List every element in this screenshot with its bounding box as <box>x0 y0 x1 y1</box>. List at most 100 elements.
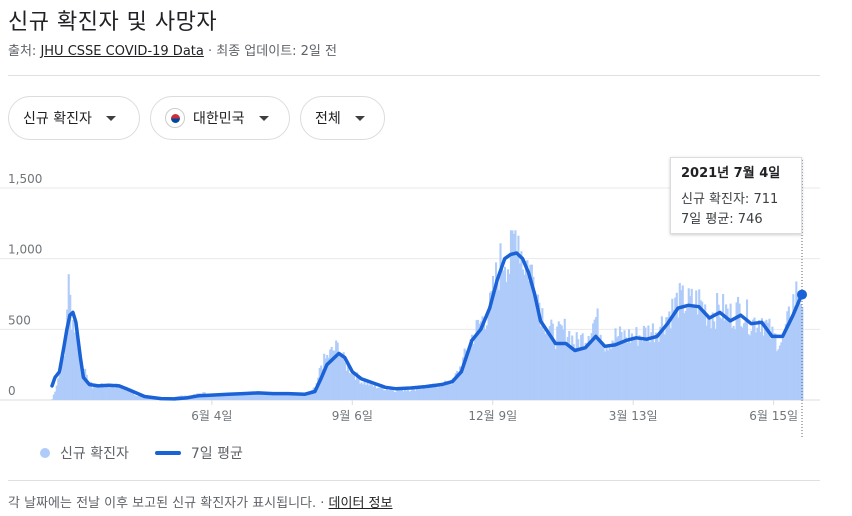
daily-case-bar <box>287 392 290 400</box>
daily-case-bar <box>605 346 608 400</box>
daily-case-bar <box>146 397 149 400</box>
daily-case-bar <box>686 307 689 400</box>
daily-case-bar <box>122 387 126 400</box>
daily-case-bar <box>793 305 796 400</box>
daily-case-bar <box>66 309 69 400</box>
daily-case-bar <box>705 325 708 400</box>
daily-case-bar <box>512 233 516 400</box>
daily-case-bar <box>344 362 347 400</box>
daily-case-bar <box>681 285 684 400</box>
daily-case-bar <box>109 384 112 400</box>
daily-case-bar <box>787 306 790 400</box>
daily-case-bar <box>462 357 465 400</box>
daily-case-bar <box>221 395 224 400</box>
daily-case-bar <box>610 349 613 400</box>
daily-case-bar <box>481 316 484 400</box>
daily-case-bar <box>762 335 765 400</box>
daily-case-bar <box>55 385 58 400</box>
daily-case-bar <box>360 382 363 400</box>
daily-case-bar <box>768 318 771 400</box>
daily-case-bar <box>102 386 105 400</box>
daily-case-bar <box>562 329 565 400</box>
daily-case-bar <box>124 388 127 400</box>
daily-case-bar <box>502 270 505 400</box>
daily-case-bar <box>621 340 625 400</box>
daily-case-bar <box>595 317 598 400</box>
daily-case-bar <box>90 381 93 400</box>
cases-chart[interactable]: 0 500 1,000 1,500 6월 4일 9월 6일 12월 9일 3월 13일 6월 1… <box>0 150 852 440</box>
range-dropdown[interactable]: 전체 <box>300 96 385 140</box>
daily-case-bar <box>526 260 529 400</box>
daily-case-bar <box>432 383 435 400</box>
daily-case-bar <box>266 392 269 400</box>
daily-case-bar <box>397 390 400 400</box>
daily-case-bar <box>648 342 651 400</box>
daily-case-bar <box>675 292 678 400</box>
daily-case-bar <box>757 320 761 400</box>
daily-case-bar <box>468 348 471 400</box>
daily-case-bar <box>288 392 291 400</box>
daily-case-bar <box>523 274 526 400</box>
daily-case-bar <box>656 335 659 400</box>
legend-cases-swatch <box>40 448 50 458</box>
daily-case-bar <box>548 326 551 400</box>
daily-case-bar <box>345 370 348 400</box>
daily-case-bar <box>671 298 674 400</box>
daily-case-bar <box>67 274 70 400</box>
daily-case-bar <box>551 323 554 400</box>
legend-average-swatch <box>154 451 181 455</box>
daily-case-bar <box>659 326 662 400</box>
daily-case-bar <box>351 371 354 400</box>
daily-case-bar <box>338 355 341 400</box>
daily-case-bar <box>149 398 152 400</box>
daily-case-bar <box>491 275 495 400</box>
daily-case-bar <box>364 385 368 400</box>
country-dropdown[interactable]: 대한민국 <box>150 96 290 140</box>
daily-case-bar <box>642 325 645 400</box>
daily-case-bar <box>212 393 215 400</box>
daily-case-bar <box>713 321 716 400</box>
daily-case-bar <box>741 327 744 400</box>
daily-case-bar <box>575 332 578 400</box>
daily-case-bar <box>451 378 454 400</box>
chevron-down-icon <box>105 115 116 121</box>
daily-case-bar <box>669 328 672 400</box>
data-info-link[interactable]: 데이터 정보 <box>328 496 393 511</box>
daily-case-bar <box>613 342 616 400</box>
daily-case-bar <box>601 345 604 400</box>
daily-case-bar <box>85 374 88 400</box>
daily-case-bar <box>711 312 714 400</box>
daily-case-bar <box>384 390 387 400</box>
daily-case-bar <box>236 394 239 400</box>
daily-case-bar <box>692 306 695 400</box>
daily-case-bar <box>536 294 539 400</box>
daily-case-bar <box>106 386 109 400</box>
daily-case-bar <box>748 335 752 400</box>
daily-case-bar <box>243 394 247 400</box>
daily-case-bar <box>647 325 650 400</box>
daily-case-bar <box>589 341 592 400</box>
daily-case-bar <box>258 392 262 400</box>
daily-case-bar <box>279 393 282 400</box>
daily-case-bar <box>511 230 514 400</box>
daily-case-bar <box>423 387 426 400</box>
daily-case-bar <box>257 394 260 400</box>
daily-case-bar <box>687 288 690 400</box>
daily-case-bar <box>411 388 414 400</box>
daily-case-bar <box>586 343 589 400</box>
metric-dropdown[interactable]: 신규 확진자 <box>8 96 140 140</box>
daily-case-bar <box>436 387 439 400</box>
daily-case-bar <box>72 319 75 400</box>
daily-case-bar <box>739 326 743 400</box>
daily-case-bar <box>483 321 486 400</box>
daily-case-bar <box>535 309 538 400</box>
legend-average-label: 7일 평균 <box>190 446 243 462</box>
source-link[interactable]: JHU CSSE COVID-19 Data <box>40 44 204 59</box>
daily-case-bar <box>624 337 628 400</box>
daily-case-bar <box>786 311 789 400</box>
daily-case-bar <box>294 393 297 400</box>
daily-case-bar <box>291 394 294 400</box>
daily-case-bar <box>327 357 330 400</box>
daily-case-bar <box>148 397 151 400</box>
y-tick-label: 1,500 <box>8 172 42 186</box>
